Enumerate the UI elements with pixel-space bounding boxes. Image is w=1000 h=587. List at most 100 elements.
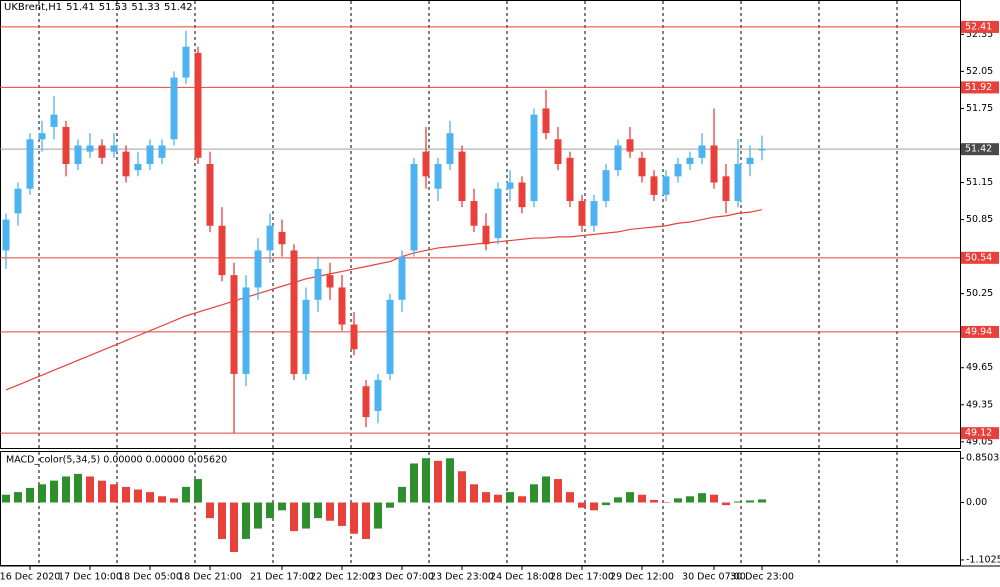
candle-body bbox=[14, 188, 22, 214]
candle-body bbox=[590, 201, 598, 226]
candle-body bbox=[338, 287, 346, 325]
candle-body bbox=[758, 149, 766, 151]
candle-body bbox=[458, 151, 466, 202]
candle-body bbox=[734, 163, 742, 202]
macd-bar bbox=[662, 502, 670, 504]
macd-bar bbox=[674, 498, 682, 503]
candle-body bbox=[98, 145, 106, 158]
candle-body bbox=[470, 201, 478, 226]
candle-body bbox=[386, 299, 394, 374]
close: 51.42 bbox=[164, 2, 193, 13]
level-box bbox=[961, 81, 999, 94]
candle-body bbox=[206, 163, 214, 226]
x-tick-label: 23 Dec 23:00 bbox=[430, 572, 494, 583]
candle-body bbox=[326, 275, 334, 288]
macd-bar bbox=[626, 492, 634, 503]
candle-body bbox=[302, 299, 310, 374]
level-label: 50.54 bbox=[965, 252, 992, 263]
y-tick-label: 49.05 bbox=[966, 436, 993, 447]
candle-body bbox=[422, 151, 430, 177]
macd-bar bbox=[602, 502, 610, 506]
macd-bar bbox=[74, 473, 82, 503]
macd-bar bbox=[758, 499, 766, 503]
candle-body bbox=[710, 145, 718, 183]
candle-body bbox=[314, 268, 322, 300]
macd-bar bbox=[446, 458, 454, 503]
low: 51.33 bbox=[131, 2, 161, 13]
candle-body bbox=[650, 176, 658, 195]
candle-body bbox=[722, 176, 730, 202]
candle-body bbox=[638, 157, 646, 177]
candle-body bbox=[278, 231, 286, 245]
candle-body bbox=[626, 139, 634, 152]
macd-bar bbox=[566, 492, 574, 503]
macd-bar bbox=[134, 489, 142, 503]
macd-pane-frame bbox=[0, 451, 961, 566]
candle-body bbox=[482, 225, 490, 245]
candle-body bbox=[122, 151, 130, 177]
candle-body bbox=[350, 324, 358, 350]
macd-bar bbox=[422, 458, 430, 503]
candle-body bbox=[62, 126, 70, 164]
macd-bar bbox=[98, 480, 106, 503]
candle-body bbox=[254, 250, 262, 288]
macd-bar bbox=[62, 476, 70, 503]
macd-bar bbox=[410, 463, 418, 503]
x-tick-label: 22 Dec 12:00 bbox=[310, 572, 374, 583]
candle-body bbox=[170, 77, 178, 140]
macd-bar bbox=[182, 486, 190, 503]
x-tick-label: 16 Dec 2020 bbox=[0, 572, 60, 583]
candle-body bbox=[674, 163, 682, 177]
y-tick-label: 50.25 bbox=[966, 288, 993, 299]
candle-body bbox=[518, 182, 526, 208]
macd-bar bbox=[158, 496, 166, 503]
macd-bar bbox=[170, 498, 178, 503]
current-price-box bbox=[961, 143, 999, 156]
y-tick-label: 0.00 bbox=[966, 497, 987, 508]
macd-bar bbox=[710, 494, 718, 503]
level-label: 51.92 bbox=[965, 82, 992, 93]
candle-body bbox=[38, 133, 46, 140]
candle-body bbox=[686, 157, 694, 164]
candle-body bbox=[614, 145, 622, 171]
candle-body bbox=[554, 139, 562, 164]
x-tick-label: 21 Dec 17:00 bbox=[250, 572, 314, 583]
candle-body bbox=[74, 145, 82, 164]
macd-bar bbox=[242, 502, 250, 539]
y-tick-label: 50.85 bbox=[966, 214, 993, 225]
macd-bar bbox=[206, 502, 214, 519]
macd-bar bbox=[338, 502, 346, 526]
candle-body bbox=[218, 225, 226, 276]
candle-body bbox=[50, 114, 58, 127]
macd-bar bbox=[698, 493, 706, 503]
macd-bar bbox=[722, 502, 730, 506]
candle-body bbox=[194, 52, 202, 158]
candle-body bbox=[398, 256, 406, 300]
macd-bar bbox=[302, 502, 310, 529]
macd-bar bbox=[266, 502, 274, 519]
high: 51.53 bbox=[98, 2, 128, 13]
symbol: UKBrent,H1 bbox=[4, 2, 63, 13]
candle-body bbox=[26, 139, 34, 189]
macd-bar bbox=[110, 484, 118, 503]
level-label: 49.12 bbox=[965, 428, 992, 439]
macd-bar bbox=[254, 502, 262, 529]
candle-body bbox=[290, 250, 298, 374]
current-price-label: 51.42 bbox=[965, 144, 992, 155]
candle-body bbox=[362, 386, 370, 418]
y-tick-label: 51.15 bbox=[966, 177, 993, 188]
macd-bar bbox=[218, 502, 226, 539]
macd-bar bbox=[590, 502, 598, 511]
candle-body bbox=[494, 188, 502, 239]
header: UKBrent,H1 51.41 51.53 51.33 51.42 bbox=[4, 2, 193, 13]
macd-bar bbox=[14, 492, 22, 503]
macd-bar bbox=[230, 502, 238, 552]
macd-bar bbox=[494, 494, 502, 503]
macd-bar bbox=[686, 496, 694, 503]
y-tick-label: 49.35 bbox=[966, 399, 993, 410]
candle-body bbox=[434, 163, 442, 189]
macd-bar bbox=[746, 500, 754, 503]
macd-bar bbox=[470, 484, 478, 503]
